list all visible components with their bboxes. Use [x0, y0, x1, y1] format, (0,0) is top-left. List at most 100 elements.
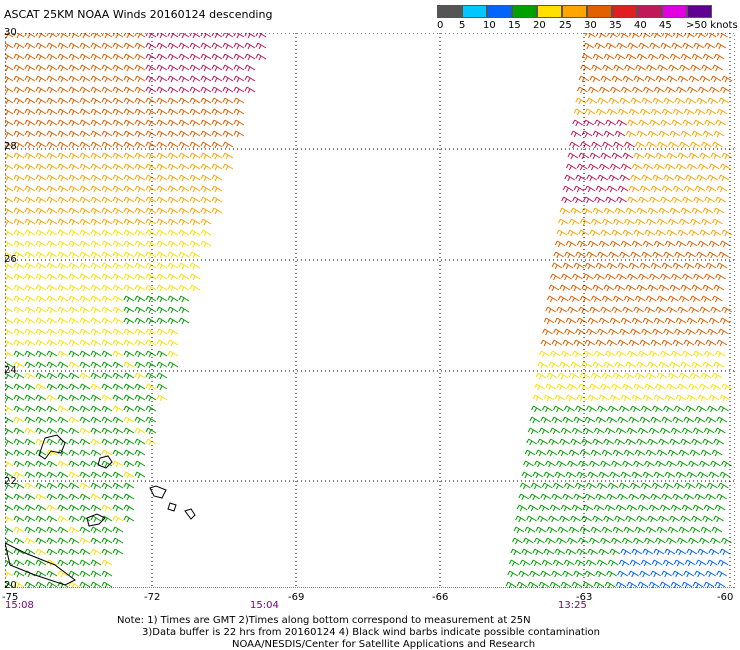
- wind-barb: [79, 174, 91, 182]
- wind-barb: [590, 449, 602, 457]
- wind-barb: [35, 449, 47, 457]
- wind-barb: [112, 196, 124, 204]
- wind-barb: [573, 185, 585, 193]
- wind-barb: [606, 493, 618, 501]
- wind-barb: [112, 526, 124, 534]
- wind-barb: [13, 449, 25, 457]
- wind-barb: [568, 526, 580, 534]
- wind-barb: [145, 394, 157, 402]
- wind-barb: [659, 581, 671, 588]
- wind-barb: [649, 119, 661, 127]
- wind-barb: [101, 262, 113, 270]
- wind-barb: [222, 53, 234, 61]
- wind-barb: [145, 317, 157, 325]
- wind-barb: [697, 394, 709, 402]
- wind-barb: [35, 306, 47, 314]
- wind-barb: [5, 328, 14, 336]
- wind-barb: [134, 33, 146, 39]
- wind-barb: [633, 383, 644, 391]
- wind-barb: [673, 482, 685, 490]
- wind-barb: [178, 207, 190, 215]
- wind-barb: [134, 119, 146, 127]
- wind-barb: [156, 372, 168, 380]
- wind-barb: [57, 504, 69, 512]
- wind-barb: [540, 339, 552, 347]
- wind-barb: [586, 97, 598, 105]
- wind-barb: [57, 328, 69, 336]
- wind-barb: [681, 427, 693, 435]
- wind-barb: [681, 581, 693, 588]
- wind-barb: [57, 295, 69, 303]
- wind-barb: [567, 537, 578, 545]
- wind-barb: [601, 295, 613, 303]
- wind-barb: [675, 317, 687, 325]
- wind-barb: [611, 537, 622, 545]
- wind-barb: [684, 559, 696, 567]
- wind-barb: [24, 240, 36, 248]
- wind-barb: [90, 207, 102, 215]
- wind-barb: [652, 328, 663, 336]
- wind-barb: [24, 438, 36, 446]
- wind-barb: [705, 416, 717, 424]
- wind-barb: [655, 229, 667, 237]
- wind-barb: [5, 449, 14, 457]
- wind-barb: [233, 108, 245, 116]
- wind-barb: [711, 295, 723, 303]
- wind-barb: [567, 229, 579, 237]
- wind-barb: [46, 493, 58, 501]
- wind-barb: [68, 460, 80, 468]
- map-frame: [5, 33, 735, 588]
- wind-barb: [222, 141, 234, 149]
- wind-barb: [691, 361, 703, 369]
- wind-barb: [654, 86, 665, 94]
- wind-barb: [68, 427, 80, 435]
- wind-barb: [112, 372, 124, 380]
- wind-barb: [5, 207, 14, 215]
- wind-barb: [672, 33, 684, 39]
- wind-barb: [90, 317, 102, 325]
- legend-label: 25: [559, 20, 572, 31]
- wind-barb: [589, 75, 601, 83]
- wind-barb: [666, 229, 678, 237]
- legend-swatch: [612, 5, 637, 18]
- wind-barb: [79, 317, 91, 325]
- wind-barb: [24, 251, 36, 259]
- wind-barb: [200, 207, 212, 215]
- wind-barb: [716, 262, 728, 270]
- wind-barb: [719, 394, 731, 402]
- wind-barb: [167, 185, 179, 193]
- wind-barb: [211, 207, 223, 215]
- wind-barb: [663, 174, 675, 182]
- wind-barb: [167, 174, 179, 182]
- wind-barb: [101, 394, 113, 402]
- wind-barb: [90, 119, 102, 127]
- wind-barb: [13, 196, 25, 204]
- wind-barb: [101, 33, 113, 39]
- wind-barb: [13, 317, 25, 325]
- wind-barb: [57, 64, 69, 72]
- wind-barb: [101, 152, 113, 160]
- wind-barb: [134, 339, 146, 347]
- wind-barb: [636, 361, 648, 369]
- wind-barb: [35, 416, 47, 424]
- wind-barbs: [5, 33, 733, 588]
- wind-barb: [68, 328, 80, 336]
- wind-barb: [700, 372, 712, 380]
- wind-barb: [68, 449, 80, 457]
- wind-barb: [534, 460, 545, 468]
- wind-barb: [616, 196, 627, 204]
- wind-barb: [178, 229, 190, 237]
- wind-barb: [597, 328, 608, 336]
- wind-barb: [660, 119, 672, 127]
- wind-barb: [699, 537, 710, 545]
- wind-barb: [628, 493, 640, 501]
- wind-barb: [636, 284, 648, 292]
- wind-barb: [617, 570, 628, 578]
- wind-barb: [90, 559, 102, 567]
- wind-barb: [713, 130, 725, 138]
- wind-barb: [661, 570, 672, 578]
- wind-barb: [690, 141, 701, 149]
- wind-barb: [46, 86, 58, 94]
- wind-barb: [13, 416, 25, 424]
- wind-barb: [628, 339, 640, 347]
